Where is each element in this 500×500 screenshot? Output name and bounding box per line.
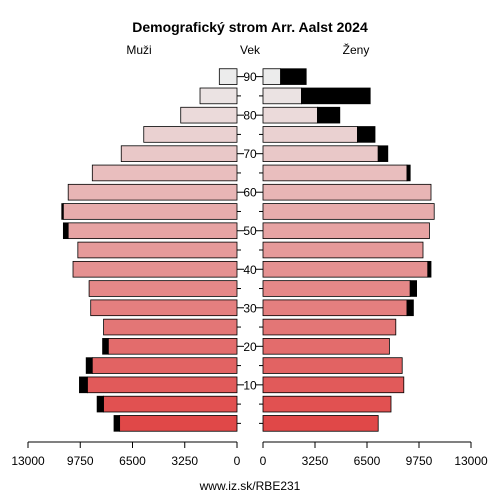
bar-female [262,318,397,336]
bar-male-excess [79,376,88,394]
bar-female-excess [427,260,432,278]
age-tick-label: 80 [243,109,257,123]
bar-female [262,299,408,317]
age-tick-label: 70 [243,147,257,161]
bar-male-excess [62,222,69,240]
bar-male [91,164,238,182]
bar-female [262,68,282,85]
bar-female [262,203,435,220]
age-tick-label: 10 [243,378,257,392]
bar-female [262,145,379,162]
bar-female [262,260,429,278]
bar-male [119,415,238,432]
x-tick-label-left: 0 [234,454,241,468]
footer-text: www.iz.sk/RBE231 [199,479,301,493]
chart-title: Demografický strom Arr. Aalst 2024 [132,19,368,35]
x-tick-label-right: 0 [260,454,267,468]
bar-female [262,376,405,394]
bar-female [262,280,411,297]
x-tick-label-right: 3250 [302,454,329,468]
bar-female [262,106,318,124]
x-tick-label-right: 9750 [406,454,433,468]
bar-male-excess [102,338,109,355]
age-tick-label: 20 [243,340,257,354]
bar-male [107,338,238,355]
bar-male [88,280,238,297]
bar-female [262,183,432,201]
age-tick-label: 90 [243,70,257,84]
bar-female-excess [300,87,371,105]
bar-male [180,106,238,124]
bar-male [91,357,238,374]
bar-female [262,222,430,240]
bar-male [218,68,238,85]
bar-male [103,318,238,336]
bar-male-excess [96,395,104,413]
bar-female-excess [316,106,341,124]
center-label: Vek [240,43,261,57]
bar-female [262,338,390,355]
x-tick-label-left: 9750 [67,454,94,468]
bar-male [90,299,238,317]
bar-female [262,357,403,374]
bar-male [77,241,238,259]
bar-male [72,260,238,278]
bar-female-excess [406,299,414,317]
age-tick-label: 40 [243,263,257,277]
axes-layer: 13000 9750 6500 3250 0 0 3250 6500 9750 13000 10 20… [11,70,488,468]
x-tick-label-right: 6500 [354,454,381,468]
age-tick-label: 50 [243,224,257,238]
bar-male [143,126,238,143]
age-tick-label: 30 [243,301,257,315]
bar-male-excess [85,357,93,374]
right-label: Ženy [343,42,370,57]
bar-female [262,241,424,259]
bars-layer [61,68,435,432]
bar-female-excess [406,164,411,182]
bar-male [199,87,238,105]
age-tick-label: 60 [243,186,257,200]
bar-female-excess [280,68,307,85]
bar-male-excess [113,415,121,432]
bar-female-excess [356,126,376,143]
bar-female-excess [409,280,418,297]
x-tick-label-left: 6500 [119,454,146,468]
bar-male [120,145,238,162]
bar-female [262,164,408,182]
bar-female [262,395,392,413]
left-label: Muži [126,43,151,57]
bar-male [67,183,238,201]
bar-female-excess [377,145,389,162]
bar-male [67,222,238,240]
bar-female [262,415,379,432]
bar-female [262,126,358,143]
x-tick-label-left: 13000 [11,454,45,468]
bar-male [62,203,238,220]
x-tick-label-right: 13000 [454,454,488,468]
bar-female [262,87,302,105]
bar-male [103,395,238,413]
bar-male [87,376,238,394]
x-tick-label-left: 3250 [171,454,198,468]
